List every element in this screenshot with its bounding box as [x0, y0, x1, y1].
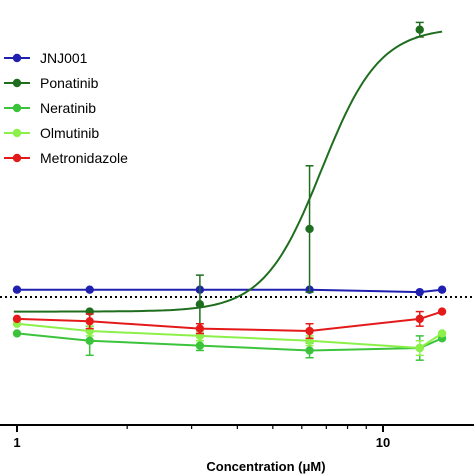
ponatinib-legend-marker — [12, 78, 22, 88]
ponatinib-line — [13, 30, 443, 313]
ponatinib-point — [415, 25, 424, 34]
neratinib-point — [12, 329, 22, 338]
plot-area — [0, 21, 474, 361]
metronidazole-point — [85, 317, 94, 326]
jnj001-legend-marker — [12, 53, 22, 63]
metronidazole-legend-marker — [12, 153, 22, 163]
jnj001-point — [85, 285, 94, 294]
metronidazole-point — [195, 324, 205, 333]
x-axis: 1 10 — [0, 424, 474, 450]
legend: JNJ001 Ponatinib Neratinib Olmutinib Metroni… — [4, 50, 128, 166]
neratinib-point — [305, 346, 314, 355]
neratinib-point — [85, 336, 94, 345]
metronidazole-point — [12, 314, 22, 324]
jnj001-point — [12, 285, 22, 294]
metronidazole-point — [437, 307, 447, 316]
neratinib-legend-label: Neratinib — [40, 100, 96, 116]
olmutinib-legend-label: Olmutinib — [40, 125, 99, 141]
olmutinib-point — [415, 343, 424, 353]
x-tick-label-10: 10 — [376, 435, 390, 450]
neratinib-legend-marker — [12, 103, 22, 113]
jnj001-point — [437, 285, 447, 294]
neratinib-point — [195, 341, 205, 350]
olmutinib-legend-marker — [12, 128, 22, 138]
x-axis-title: Concentration (μM) — [206, 459, 325, 474]
jnj001-legend-label: JNJ001 — [40, 50, 88, 66]
olmutinib-point — [437, 329, 447, 338]
x-tick-label-1: 1 — [13, 435, 20, 450]
jnj001-point — [415, 287, 424, 297]
metronidazole-point — [415, 314, 424, 324]
metronidazole-legend-label: Metronidazole — [40, 150, 128, 166]
ponatinib-legend-label: Ponatinib — [40, 75, 99, 91]
ponatinib-point — [305, 224, 314, 234]
olmutinib-line — [16, 322, 443, 350]
ponatinib-point — [195, 300, 205, 309]
metronidazole-point — [305, 326, 314, 336]
